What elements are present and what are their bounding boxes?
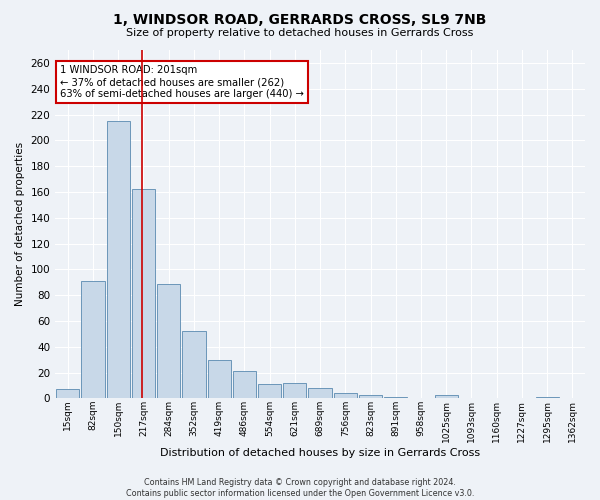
Bar bbox=[536, 397, 559, 398]
Text: 1, WINDSOR ROAD, GERRARDS CROSS, SL9 7NB: 1, WINDSOR ROAD, GERRARDS CROSS, SL9 7NB bbox=[113, 12, 487, 26]
Y-axis label: Number of detached properties: Number of detached properties bbox=[15, 142, 25, 306]
Bar bbox=[283, 383, 307, 398]
Bar bbox=[384, 397, 407, 398]
Text: Size of property relative to detached houses in Gerrards Cross: Size of property relative to detached ho… bbox=[127, 28, 473, 38]
Text: 1 WINDSOR ROAD: 201sqm
← 37% of detached houses are smaller (262)
63% of semi-de: 1 WINDSOR ROAD: 201sqm ← 37% of detached… bbox=[61, 66, 304, 98]
Bar bbox=[434, 394, 458, 398]
Bar bbox=[258, 384, 281, 398]
Bar bbox=[359, 394, 382, 398]
X-axis label: Distribution of detached houses by size in Gerrards Cross: Distribution of detached houses by size … bbox=[160, 448, 480, 458]
Text: Contains HM Land Registry data © Crown copyright and database right 2024.
Contai: Contains HM Land Registry data © Crown c… bbox=[126, 478, 474, 498]
Bar bbox=[208, 360, 231, 399]
Bar bbox=[132, 190, 155, 398]
Bar bbox=[157, 284, 181, 399]
Bar bbox=[233, 372, 256, 398]
Bar bbox=[334, 394, 357, 398]
Bar bbox=[82, 281, 104, 398]
Bar bbox=[107, 121, 130, 398]
Bar bbox=[56, 390, 79, 398]
Bar bbox=[308, 388, 332, 398]
Bar bbox=[182, 332, 206, 398]
